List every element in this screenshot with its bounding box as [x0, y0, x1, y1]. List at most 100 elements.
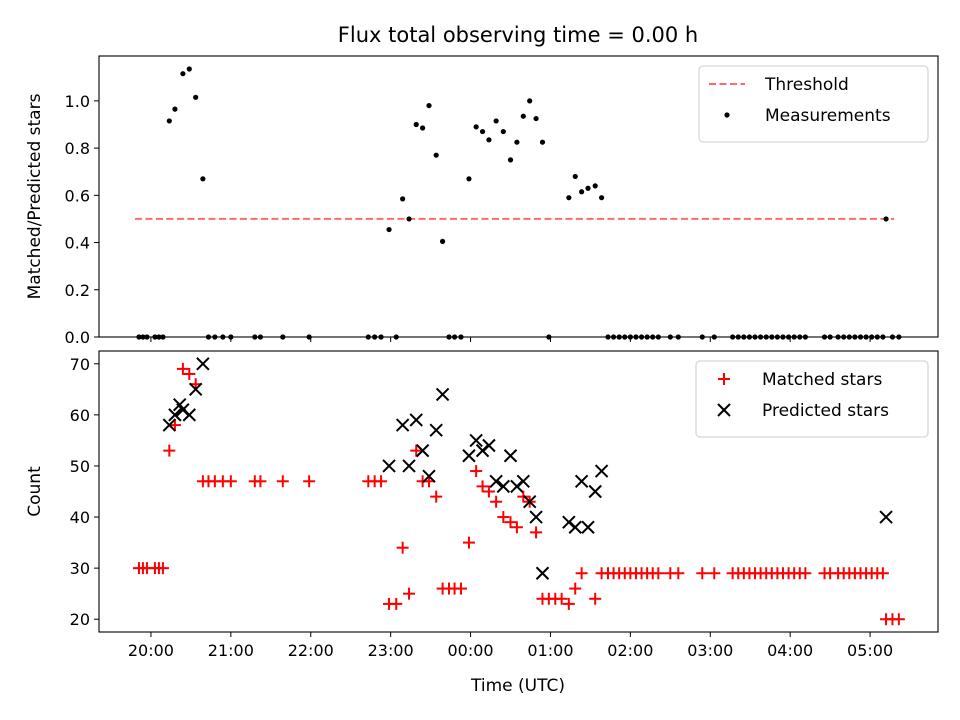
matched-star-point [224, 475, 237, 488]
measurement-point [479, 128, 486, 135]
ratio-panel-x-ticks [150, 337, 871, 342]
x-tick-label: 22:00 [288, 641, 334, 660]
matched-star-point [510, 521, 523, 534]
matched-star-point [497, 511, 510, 524]
measurement-point [572, 173, 578, 180]
y-tick-label: 40 [70, 508, 90, 527]
predicted-star-point [489, 474, 503, 488]
y-tick-label: 70 [70, 355, 90, 374]
x-tick-label: 03:00 [687, 641, 733, 660]
measurement-point [527, 98, 533, 104]
count-panel: 20 30 40 50 60 70 20:00 21:00 22:00 23:00 00:00 01… [25, 350, 939, 660]
predicted-star-point [522, 495, 537, 509]
x-tick-label: 23:00 [368, 641, 414, 660]
measurement-point [186, 66, 192, 72]
legend-measurement-swatch [724, 112, 730, 118]
predicted-star-point [162, 418, 177, 432]
measurement-point [539, 139, 546, 145]
count-panel-frame [98, 350, 939, 633]
measurement-point [507, 157, 514, 163]
measurement-point [592, 183, 598, 189]
x-tick-label: 20:00 [128, 641, 174, 660]
matched-star-point [876, 567, 889, 580]
legend-entry-label: Matched stars [762, 370, 882, 390]
matched-star-point [892, 613, 905, 626]
y-tick-label: 1.0 [65, 92, 90, 111]
count-panel-x-ticks: 20:00 21:00 22:00 23:00 00:00 01:00 02:00 03:00… [128, 632, 893, 660]
predicted-star-point [469, 433, 483, 448]
matched-star-point [276, 475, 289, 488]
measurement-point [400, 196, 406, 202]
measurement-point [486, 137, 492, 143]
measurement-point [533, 115, 539, 122]
ratio-panel: 0.0 0.2 0.4 0.6 0.8 1.0 Matched/Predicted sta… [25, 55, 939, 347]
predicted-star-point [496, 479, 511, 494]
ratio-panel-y-ticks: 0.0 0.2 0.4 0.6 0.8 1.0 [65, 92, 99, 347]
x-tick-label: 05:00 [847, 641, 893, 660]
predicted-star-point [535, 566, 550, 580]
measurement-point [566, 195, 572, 201]
matched-star-point [575, 567, 588, 580]
predicted-star-point [568, 520, 582, 534]
y-tick-label: 30 [70, 559, 90, 578]
measurement-point [193, 94, 199, 100]
ratio-panel-legend: Threshold Measurements [698, 65, 929, 143]
y-tick-label: 0.8 [65, 139, 90, 158]
matched-star-point [482, 485, 495, 498]
matched-star-point [176, 362, 189, 375]
measurement-point [433, 152, 439, 158]
matched-star-point [390, 597, 403, 610]
count-panel-legend: Matched stars Predicted stars [695, 360, 929, 438]
legend-box [695, 360, 929, 438]
x-tick-label: 04:00 [767, 641, 813, 660]
matched-star-point [562, 597, 575, 610]
predicted-star-point [415, 443, 430, 458]
matched-star-point [569, 582, 582, 595]
matched-star-point [555, 592, 568, 605]
measurement-point [473, 124, 479, 130]
measurement-point [466, 176, 472, 182]
matched-star-point [396, 541, 409, 554]
legend-box [698, 65, 929, 143]
matched-star-point [504, 516, 517, 529]
predicted-star-point [382, 459, 396, 473]
matched-star-point [163, 444, 176, 457]
predicted-star-point [422, 469, 436, 483]
measurement-point [500, 128, 506, 135]
count-panel-y-axis-label: Count [25, 466, 45, 517]
predicted-star-point [402, 459, 416, 473]
x-tick-label: 21:00 [208, 641, 254, 660]
predicted-star-point [409, 413, 423, 427]
measurement-point [386, 226, 392, 233]
measurement-point [520, 113, 526, 119]
y-tick-label: 20 [70, 610, 90, 629]
count-panel-y-ticks: 20 30 40 50 60 70 [70, 355, 99, 629]
measurement-point [883, 216, 889, 222]
predicted-star-point [435, 387, 450, 402]
ratio-panel-y-axis-label: Matched/Predicted stars [25, 93, 45, 299]
predicted-star-point [594, 464, 609, 478]
measurement-point [180, 71, 186, 77]
measurement-point [514, 139, 520, 145]
legend-entry-label: Measurements [765, 106, 891, 126]
measurement-point [166, 118, 172, 124]
measurement-point [426, 102, 432, 109]
matched-star-point [156, 562, 169, 575]
measurement-point [413, 121, 419, 128]
predicted-star-point [581, 520, 595, 534]
chart-title: Flux total observing time = 0.00 h [338, 23, 698, 47]
matched-star-point [168, 419, 181, 432]
matched-star-point [410, 444, 423, 457]
predicted-star-point [503, 449, 518, 463]
predicted-star-point [188, 382, 203, 397]
legend-matched-swatch [718, 373, 730, 385]
y-tick-label: 50 [70, 457, 90, 476]
predicted-star-point [574, 474, 589, 488]
matched-star-point [462, 536, 475, 549]
matched-star-point [490, 495, 503, 508]
matched-star-point [589, 592, 602, 605]
matched-star-point [696, 567, 709, 580]
y-tick-label: 0.2 [65, 281, 90, 300]
matched-star-point [183, 367, 196, 380]
